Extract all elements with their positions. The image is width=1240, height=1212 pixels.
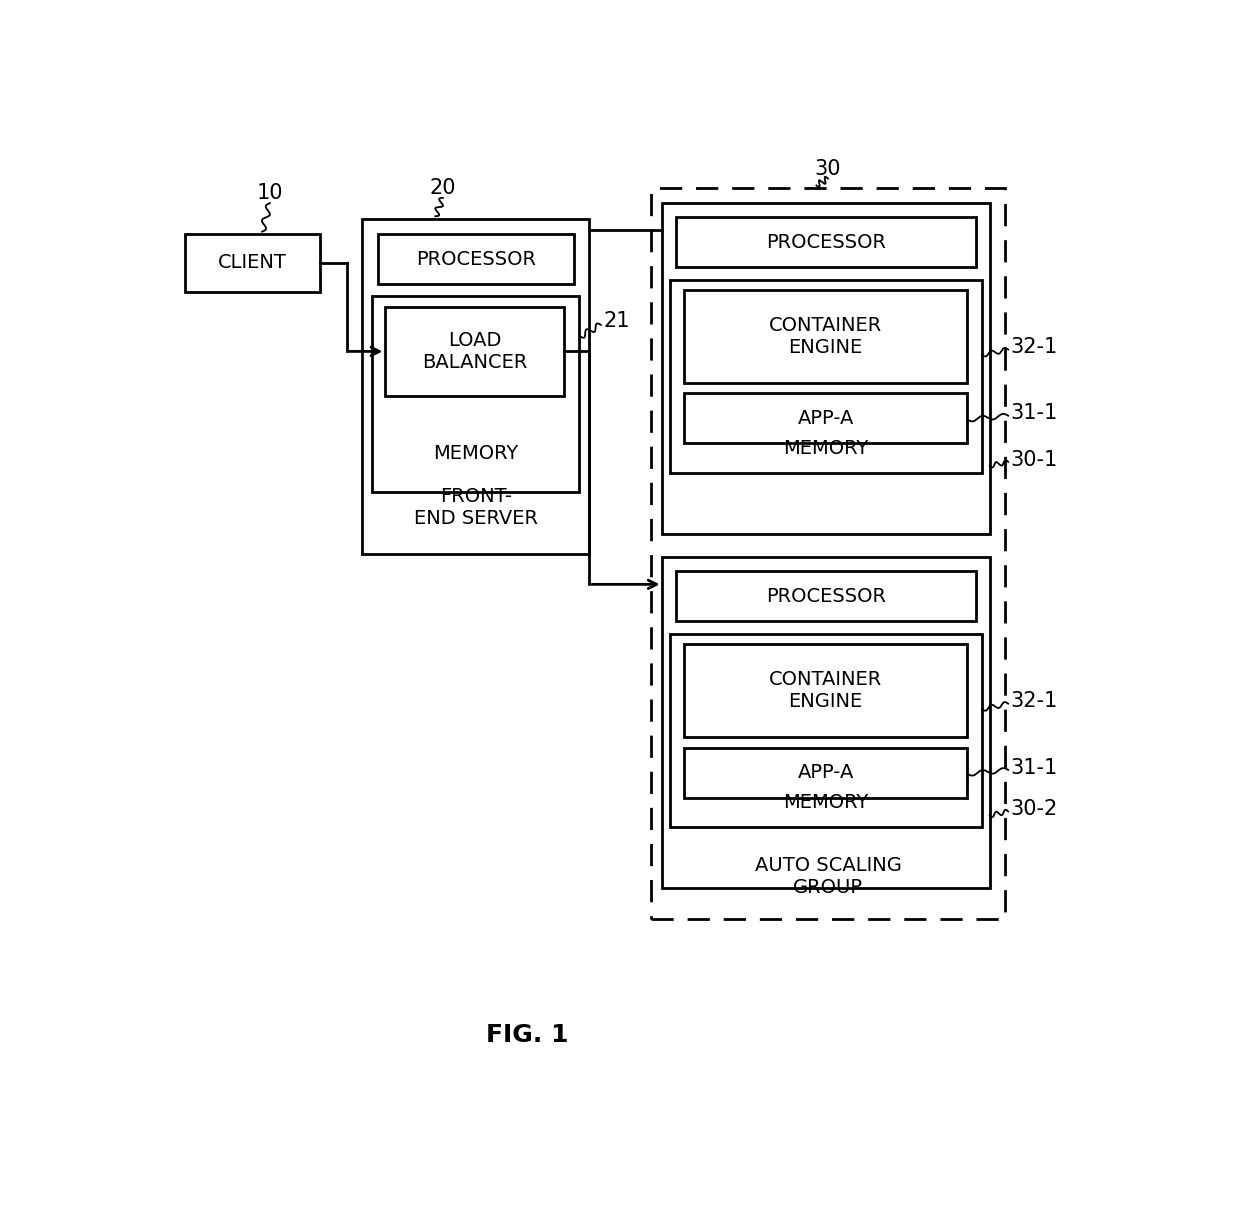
Text: MEMORY: MEMORY: [784, 793, 869, 812]
Text: 31-1: 31-1: [1011, 404, 1058, 423]
Bar: [362, 218, 589, 554]
Text: 32-1: 32-1: [1011, 337, 1058, 358]
Text: 30-2: 30-2: [1011, 799, 1058, 819]
Bar: [676, 571, 976, 622]
Bar: [185, 234, 320, 292]
Text: PROCESSOR: PROCESSOR: [415, 250, 536, 269]
Bar: [662, 558, 990, 888]
Bar: [651, 188, 1006, 919]
Text: 10: 10: [257, 183, 283, 204]
Text: PROCESSOR: PROCESSOR: [765, 233, 885, 252]
Text: 30: 30: [815, 159, 841, 178]
Text: 21: 21: [603, 311, 630, 331]
Text: 20: 20: [430, 178, 456, 198]
Bar: [372, 296, 579, 492]
Bar: [684, 645, 967, 737]
Text: 32-1: 32-1: [1011, 691, 1058, 711]
Text: 31-1: 31-1: [1011, 758, 1058, 778]
Text: LOAD
BALANCER: LOAD BALANCER: [422, 331, 527, 372]
Text: APP-A: APP-A: [797, 764, 854, 782]
Text: MEMORY: MEMORY: [784, 439, 869, 458]
Text: FRONT-
END SERVER: FRONT- END SERVER: [414, 487, 538, 528]
Text: CONTAINER
ENGINE: CONTAINER ENGINE: [769, 316, 883, 356]
Text: APP-A: APP-A: [797, 408, 854, 428]
Bar: [670, 634, 982, 827]
Text: 30-1: 30-1: [1011, 450, 1058, 469]
Bar: [670, 280, 982, 473]
Bar: [684, 394, 967, 444]
Bar: [676, 217, 976, 267]
Text: PROCESSOR: PROCESSOR: [765, 587, 885, 606]
Text: FIG. 1: FIG. 1: [486, 1023, 569, 1047]
Bar: [377, 234, 574, 284]
Bar: [386, 307, 564, 395]
Text: CONTAINER
ENGINE: CONTAINER ENGINE: [769, 670, 883, 711]
Bar: [662, 204, 990, 534]
Text: CLIENT: CLIENT: [218, 253, 286, 273]
Bar: [684, 290, 967, 383]
Bar: [684, 748, 967, 797]
Text: MEMORY: MEMORY: [433, 444, 518, 463]
Text: AUTO SCALING
GROUP: AUTO SCALING GROUP: [755, 857, 901, 897]
